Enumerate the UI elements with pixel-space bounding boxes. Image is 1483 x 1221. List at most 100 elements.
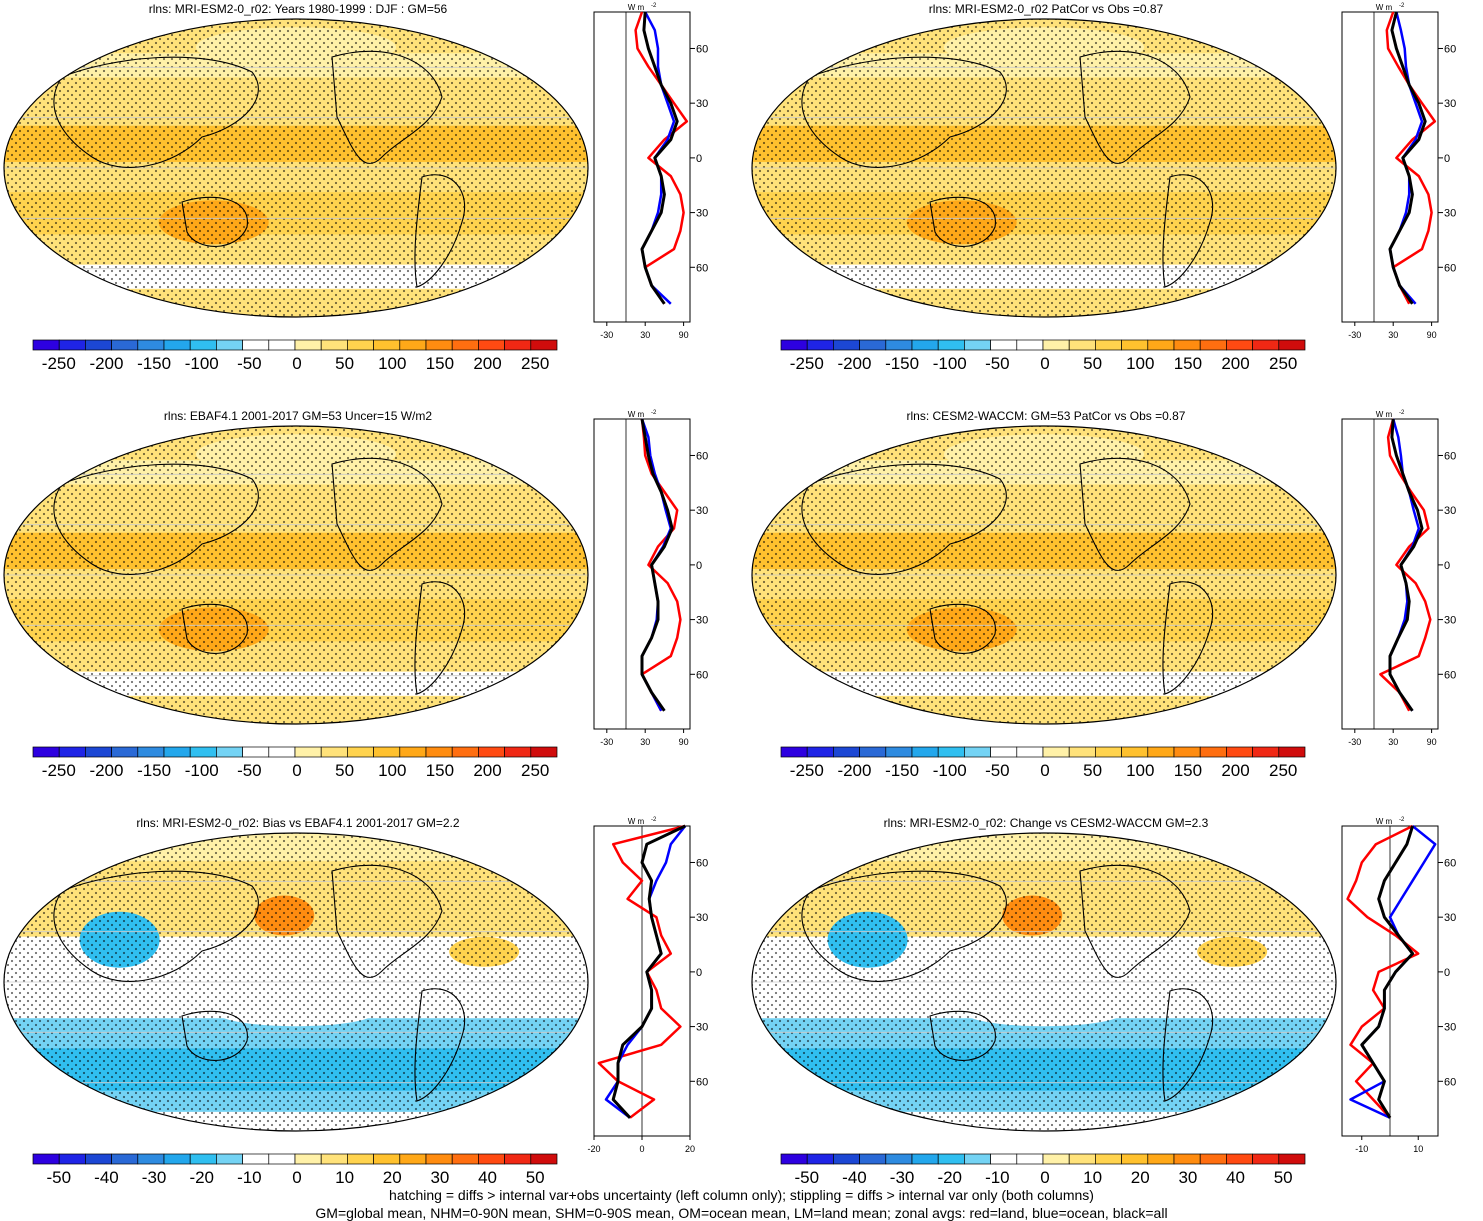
lat-label: 60N [1444,857,1456,869]
colorbar-label: 0 [292,354,301,373]
lat-label: 30N [696,98,708,110]
colorbar-label: -100 [933,761,967,780]
colorbar-swatch [58,1153,86,1165]
colorbar-swatch [1121,339,1149,351]
colorbar-swatch [85,746,112,758]
coastline [1162,988,1214,1102]
colorbar-label: 20 [1131,1168,1150,1187]
x-tick-label: 0 [639,1144,644,1154]
colorbar-swatch [530,746,558,758]
lat-label: 30N [1444,912,1456,924]
lat-label: 60N [1444,450,1456,462]
colorbar-label: 100 [1126,761,1154,780]
map [751,832,1337,1132]
colorbar-label: 200 [1221,354,1249,373]
colorbar-swatch [780,1153,808,1165]
colorbar-label: 250 [1269,354,1297,373]
colorbar-swatch [32,746,60,758]
colorbar-label: -200 [837,354,871,373]
x-tick-label: 30 [1388,330,1398,340]
coastline [53,56,259,168]
colorbar-label: 50 [1083,354,1102,373]
colorbar: -250 -200 -150 -100 -50 0 50 100 150 200 250 [32,746,558,780]
colorbar-swatch [504,746,532,758]
colorbar-label: -10 [985,1168,1010,1187]
colorbar-swatch [373,746,401,758]
colorbar-label: 40 [478,1168,497,1187]
colorbar-label: -30 [142,1168,167,1187]
coastline [53,870,259,982]
colorbar-label: 0 [1040,1168,1049,1187]
colorbar-label: -50 [47,1168,72,1187]
colorbar-swatch [1173,339,1201,351]
zonal-units: W m [628,3,645,12]
lat-label: 30S [1444,615,1456,627]
lat-label: 0 [1444,153,1450,165]
colorbar: -250 -200 -150 -100 -50 0 50 100 150 200 250 [32,339,558,373]
colorbar-label: 50 [1083,761,1102,780]
colorbar-swatch [859,1153,887,1165]
colorbar-swatch [1147,339,1175,351]
colorbar-swatch [1095,1153,1122,1165]
colorbar-label: -200 [837,761,871,780]
lat-label: 30N [1444,98,1456,110]
x-tick-label: -30 [600,330,613,340]
colorbar-swatch [859,339,887,351]
colorbar-swatch [268,1153,296,1165]
colorbar-label: -150 [137,761,171,780]
colorbar-swatch [990,746,1018,758]
colorbar-swatch [58,339,86,351]
colorbar-swatch [937,1153,965,1165]
colorbar-label: -100 [185,354,219,373]
colorbar-swatch [1042,339,1070,351]
colorbar-swatch [1147,1153,1175,1165]
lat-label: 60N [696,43,708,55]
colorbar-swatch [1068,1153,1096,1165]
colorbar-label: -250 [42,761,76,780]
colorbar-swatch [242,1153,270,1165]
colorbar-label: 150 [1174,354,1202,373]
colorbar-swatch [58,746,86,758]
colorbar-label: -30 [890,1168,915,1187]
colorbar-swatch [425,1153,453,1165]
colorbar-label: -250 [790,761,824,780]
coastline [929,1010,996,1061]
coastline [331,864,443,978]
x-tick-label: 90 [1427,737,1437,747]
x-tick-label: -30 [600,737,613,747]
colorbar-swatch [451,339,479,351]
colorbar-label: -50 [985,354,1010,373]
colorbar-label: -50 [237,354,262,373]
zonal-units-sup: -2 [651,817,657,823]
x-tick-label: 20 [685,1144,695,1154]
colorbar-swatch [111,1153,139,1165]
colorbar-swatch [1226,1153,1253,1165]
zonal-frame [1341,418,1439,730]
colorbar-swatch [1068,339,1096,351]
lat-label: 30S [1444,208,1456,220]
colorbar-swatch [1226,339,1253,351]
lat-label: 60N [696,450,708,462]
colorbar-swatch [911,1153,939,1165]
lat-label: 30N [696,505,708,517]
colorbar-swatch [373,339,401,351]
x-tick-label: -20 [587,1144,600,1154]
colorbar-swatch [32,1153,60,1165]
x-tick-label: -10 [1355,1144,1368,1154]
coastline [801,870,1007,982]
coastline [1079,457,1191,571]
zonal-all-line [1388,11,1427,305]
colorbar-swatch [399,1153,427,1165]
colorbar-swatch [85,339,112,351]
zonal-frame [1341,11,1439,323]
colorbar-label: -20 [189,1168,214,1187]
lat-label: 60S [696,1076,708,1088]
colorbar-swatch [137,746,165,758]
colorbar-swatch [189,1153,217,1165]
colorbar-label: 200 [473,761,501,780]
x-tick-label: 30 [640,737,650,747]
colorbar-swatch [242,746,270,758]
panel-title: rlns: MRI-ESM2-0_r02: Years 1980-1999 : … [148,2,448,16]
colorbar-swatch [833,746,860,758]
colorbar-swatch [1016,1153,1044,1165]
